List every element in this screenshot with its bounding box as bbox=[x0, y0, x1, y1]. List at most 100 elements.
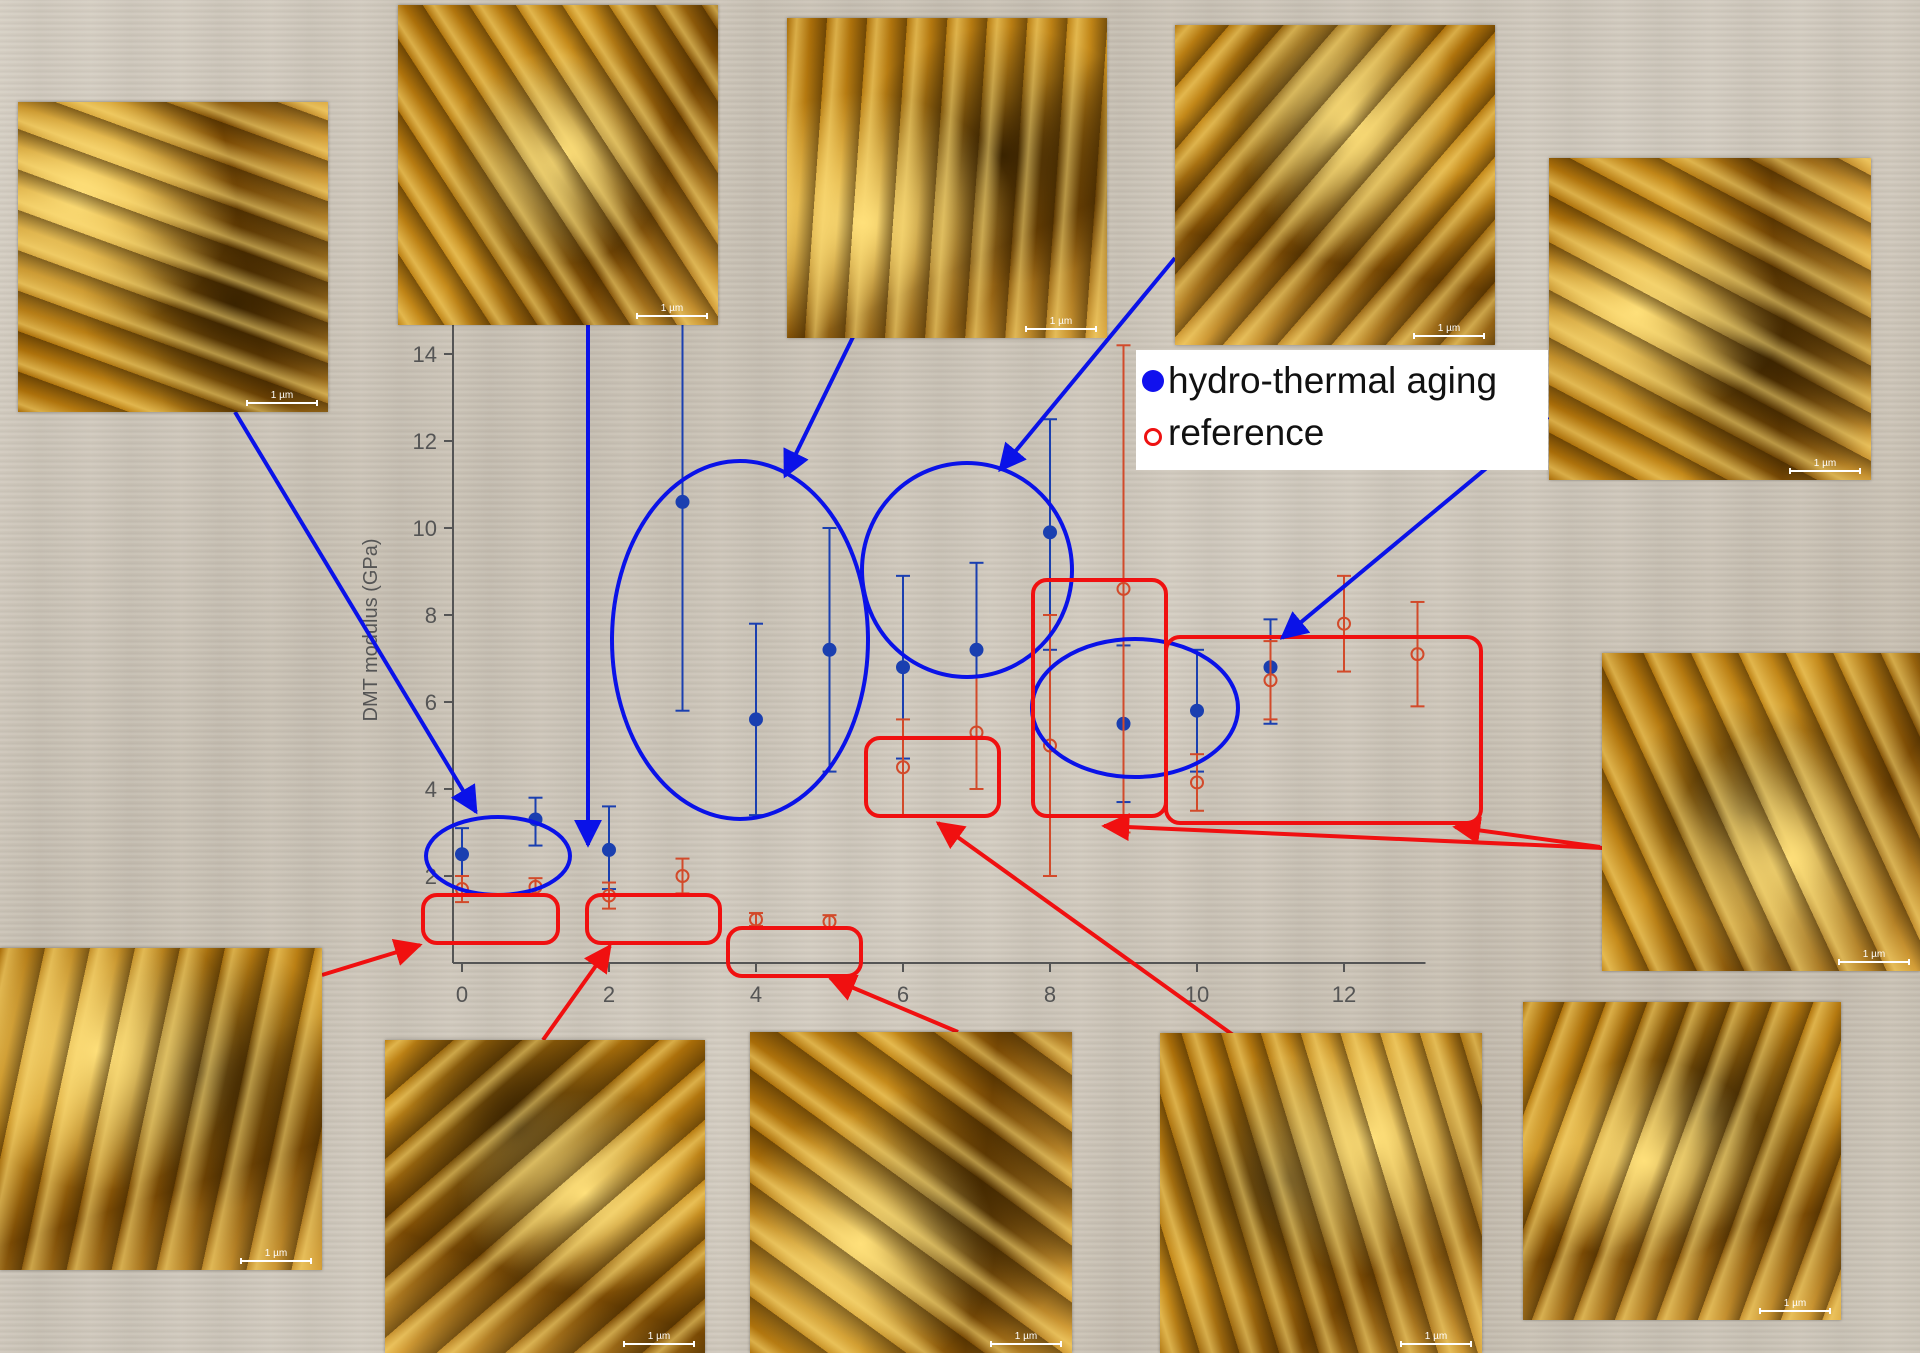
scale-bar-line bbox=[1025, 326, 1097, 332]
data-marker bbox=[1190, 775, 1204, 790]
highlight-box bbox=[421, 893, 560, 945]
reference-point bbox=[1263, 640, 1278, 721]
reference-point bbox=[1410, 600, 1425, 708]
scale-bar-label: 1 µm bbox=[647, 1331, 671, 1342]
scale-bar-label: 1 µm bbox=[1783, 1298, 1807, 1309]
afm-image: 1 µm bbox=[1602, 653, 1920, 971]
data-marker bbox=[822, 642, 837, 657]
scale-bar-line bbox=[1838, 959, 1910, 965]
data-marker bbox=[455, 847, 469, 862]
data-marker bbox=[675, 869, 690, 883]
scale-bar: 1 µm bbox=[990, 1331, 1062, 1347]
legend-item-hydro: hydro-thermal aging bbox=[1136, 360, 1497, 402]
scale-bar-line bbox=[1400, 1341, 1472, 1347]
y-tick-label: 14 bbox=[413, 342, 437, 367]
reference-point bbox=[675, 857, 690, 895]
annotation-arrow-red bbox=[541, 943, 612, 1042]
y-tick-label: 6 bbox=[425, 690, 437, 715]
data-marker bbox=[1043, 738, 1057, 753]
x-tick-label: 12 bbox=[1332, 982, 1356, 1007]
scale-bar: 1 µm bbox=[1759, 1298, 1831, 1314]
y-tick-label: 4 bbox=[425, 777, 437, 802]
annotation-arrow-blue bbox=[998, 256, 1177, 473]
data-marker bbox=[1410, 647, 1425, 662]
x-tick-label: 6 bbox=[897, 982, 909, 1007]
data-marker bbox=[1043, 525, 1057, 540]
scale-bar-label: 1 µm bbox=[1424, 1331, 1448, 1342]
annotation-arrow-red bbox=[1452, 816, 1601, 849]
reference-point bbox=[969, 674, 984, 790]
scale-bar-line bbox=[636, 313, 708, 319]
scale-bar: 1 µm bbox=[246, 390, 318, 406]
y-tick-label: 2 bbox=[425, 864, 437, 889]
hydro-point bbox=[822, 527, 837, 773]
scale-bar-line bbox=[246, 400, 318, 406]
scale-bar-label: 1 µm bbox=[1014, 1331, 1038, 1342]
legend-marker-filled-circle bbox=[1142, 370, 1164, 392]
data-marker bbox=[1263, 673, 1278, 688]
highlight-box bbox=[726, 926, 863, 978]
scale-bar: 1 µm bbox=[1838, 949, 1910, 965]
highlight-ellipse bbox=[1030, 637, 1240, 779]
afm-image: 1 µm bbox=[787, 18, 1107, 338]
data-marker bbox=[1337, 616, 1351, 631]
data-marker bbox=[969, 642, 984, 657]
data-marker bbox=[602, 842, 616, 857]
y-tick-label: 10 bbox=[413, 516, 437, 541]
highlight-box bbox=[1164, 635, 1483, 825]
x-tick-label: 0 bbox=[456, 982, 468, 1007]
scale-bar-label: 1 µm bbox=[264, 1248, 288, 1259]
data-marker bbox=[896, 760, 910, 775]
hydro-point bbox=[749, 622, 763, 817]
scale-bar-label: 1 µm bbox=[1862, 949, 1886, 960]
legend-item-reference: reference bbox=[1136, 412, 1324, 454]
data-marker bbox=[1116, 581, 1131, 596]
legend-label-reference: reference bbox=[1168, 412, 1325, 453]
scale-bar-label: 1 µm bbox=[1813, 458, 1837, 469]
annotation-arrow-red bbox=[827, 974, 959, 1034]
reference-point bbox=[1337, 574, 1351, 673]
scale-bar: 1 µm bbox=[1413, 323, 1485, 339]
afm-image: 1 µm bbox=[0, 948, 322, 1270]
data-marker bbox=[749, 912, 763, 927]
legend-label-hydro: hydro-thermal aging bbox=[1168, 360, 1498, 401]
chart-legend: hydro-thermal aging reference bbox=[1136, 350, 1548, 470]
y-tick-label: 8 bbox=[425, 603, 437, 628]
reference-point bbox=[896, 718, 910, 817]
scale-bar-label: 1 µm bbox=[660, 303, 684, 314]
afm-image: 1 µm bbox=[1160, 1033, 1482, 1353]
hydro-point bbox=[675, 296, 690, 712]
scale-bar-line bbox=[1759, 1308, 1831, 1314]
annotation-arrow-red bbox=[321, 938, 423, 977]
scale-bar-line bbox=[1413, 333, 1485, 339]
afm-image: 1 µm bbox=[1549, 158, 1871, 480]
scale-bar-line bbox=[1789, 468, 1861, 474]
afm-image: 1 µm bbox=[1175, 25, 1495, 345]
x-tick-label: 8 bbox=[1044, 982, 1056, 1007]
annotation-arrow-red bbox=[935, 821, 1242, 1042]
y-axis-label: DMT modulus (GPa) bbox=[360, 538, 382, 721]
hydro-point bbox=[602, 805, 616, 891]
annotation-arrow-red bbox=[1101, 813, 1604, 850]
highlight-ellipse bbox=[424, 815, 572, 897]
x-tick-label: 2 bbox=[603, 982, 615, 1007]
afm-image: 1 µm bbox=[18, 102, 328, 412]
data-marker bbox=[896, 660, 910, 675]
highlight-box bbox=[864, 736, 1001, 818]
highlight-ellipse bbox=[610, 459, 870, 821]
data-marker bbox=[1190, 703, 1204, 718]
afm-image: 1 µm bbox=[750, 1032, 1072, 1353]
annotation-arrow-blue bbox=[233, 410, 478, 815]
x-tick-label: 4 bbox=[750, 982, 762, 1007]
afm-image: 1 µm bbox=[398, 5, 718, 325]
scale-bar: 1 µm bbox=[1025, 316, 1097, 332]
y-tick-label: 12 bbox=[413, 429, 437, 454]
scale-bar: 1 µm bbox=[1789, 458, 1861, 474]
data-marker bbox=[749, 712, 763, 727]
data-marker bbox=[675, 494, 690, 509]
scale-bar: 1 µm bbox=[623, 1331, 695, 1347]
scale-bar-label: 1 µm bbox=[1437, 323, 1461, 334]
afm-image: 1 µm bbox=[1523, 1002, 1841, 1320]
